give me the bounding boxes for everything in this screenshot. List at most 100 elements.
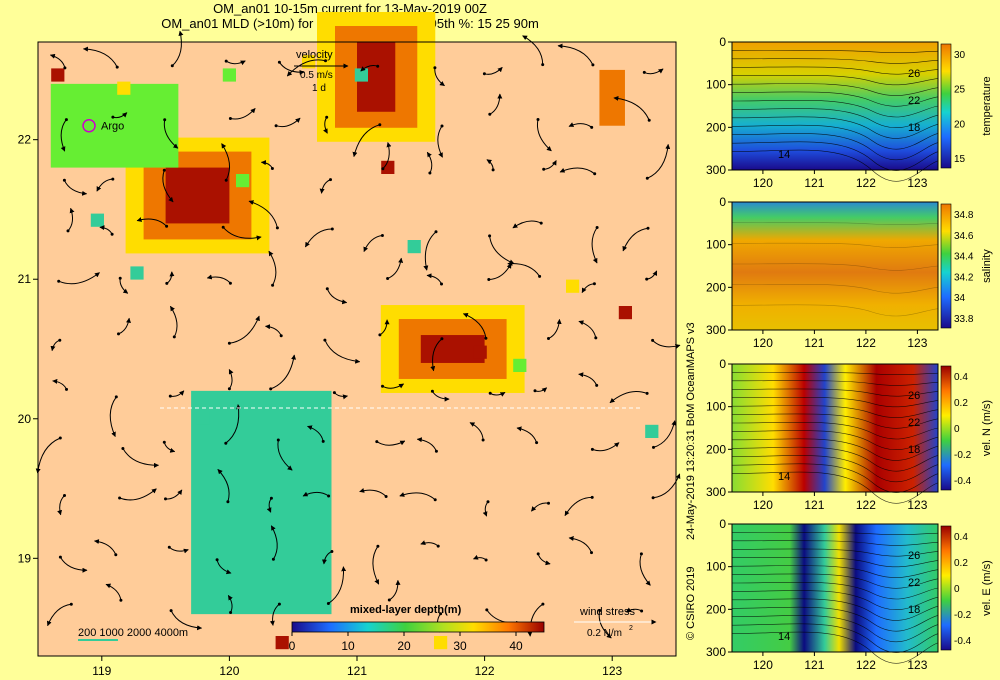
contour-line [731,91,939,107]
current-vector [622,227,649,252]
current-vector [469,422,484,441]
current-origin [375,440,379,444]
current-origin [485,608,489,612]
panel-colorbar-label: 34 [954,293,966,304]
current-vector [557,43,594,66]
current-origin [533,389,537,393]
current-origin [488,391,492,395]
panel-x-tick-label: 123 [907,176,927,190]
panel-y-tick-label: 300 [706,323,726,337]
colorbar-tick-label: 0 [289,639,296,653]
mld-cell [645,424,659,438]
current-origin [121,447,125,450]
mld-cell [513,358,527,372]
current-vector [67,207,75,232]
contour-label: 14 [778,471,790,483]
current-origin [277,602,281,606]
panel-colorbar-label: 0 [954,584,960,595]
current-origin [277,60,281,64]
current-origin [169,609,173,613]
current-vector [531,502,549,512]
current-vector [171,30,184,67]
contour-line [731,388,939,397]
current-vector [328,566,347,604]
current-origin [57,279,61,283]
contour-line [731,532,939,536]
current-origin [591,63,595,67]
panel-salinity-heatmap [732,202,938,330]
current-origin [224,441,228,445]
mld-cell [354,68,368,82]
current-vector [307,425,324,442]
current-origin [118,276,122,280]
current-vector [423,231,437,271]
current-vector [94,539,117,556]
contour-line [731,50,939,54]
current-vector [228,369,234,390]
current-vector [462,313,487,339]
contour-label: 22 [908,577,920,589]
current-vector [559,167,596,175]
current-origin [380,234,384,237]
mld-cell [381,160,395,174]
current-origin [595,226,599,229]
side-timestamp: 24-May-2019 13:20:31 BoM OceanMAPS v3 [685,322,697,540]
current-origin [119,598,123,602]
current-origin [224,59,228,63]
current-vector [269,603,280,626]
current-origin [228,117,232,120]
contour-line [731,438,939,461]
panel-colorbar-label: 0.2 [954,558,968,569]
contour-line [731,556,939,568]
current-origin [592,282,596,286]
current-vector [382,142,392,170]
panel-y-tick-label: 200 [706,280,726,294]
contour-line [731,263,939,271]
contour-line [731,565,939,578]
current-vector [248,200,278,229]
contour-line [731,606,939,632]
current-origin [324,59,327,63]
current-origin [482,72,486,76]
current-vector [63,179,88,196]
current-origin [326,602,330,605]
current-origin [542,167,546,171]
current-origin [330,550,334,553]
current-origin [164,497,167,501]
side-copyright: © CSIRO 2019 [685,566,697,640]
current-vector [122,448,159,468]
current-vector [352,124,380,158]
current-origin [593,172,597,176]
map-y-tick-label: 19 [18,551,32,565]
current-origin [590,447,594,451]
map-y-tick-label: 20 [18,412,32,426]
current-vector [598,610,612,639]
map-x-axis: 119 120 121 122 123 [92,656,623,678]
current-vector [568,536,592,553]
current-vector [57,495,65,516]
current-origin [332,391,336,395]
panel-label: salinity [981,249,993,283]
contour-line [731,615,939,643]
colorbar-gradient [291,621,545,633]
current-origin [111,115,115,119]
panel-y-tick-label: 0 [719,357,726,371]
current-origin [279,334,283,338]
map-x-tick-label: 120 [219,664,239,678]
current-origin [488,234,492,238]
current-vector [484,67,503,75]
mld-cell [618,306,632,320]
contour-line [731,421,939,440]
contour-line [731,631,939,664]
current-origin [433,498,437,502]
current-origin [224,178,228,182]
current-origin [642,70,646,74]
current-vector [96,178,113,192]
contour-label: 14 [778,631,790,643]
current-vector [275,117,301,128]
current-vector [512,220,542,229]
map-y-tick-label: 22 [18,133,32,147]
panel-colorbar-label: 15 [954,154,966,165]
mld-patch [165,167,230,224]
